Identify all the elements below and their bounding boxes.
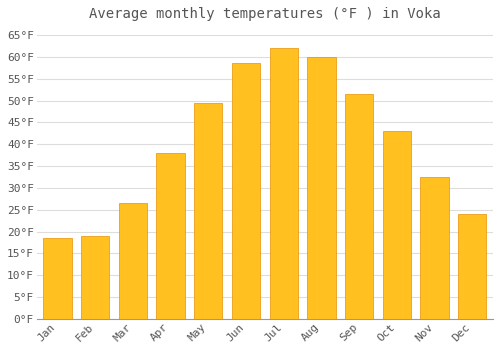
Bar [194,103,222,319]
Bar [458,214,486,319]
Title: Average monthly temperatures (°F ) in Voka: Average monthly temperatures (°F ) in Vo… [89,7,441,21]
Bar [308,57,336,319]
Bar [232,63,260,319]
Bar [44,238,72,319]
Bar [81,236,110,319]
Bar [345,94,374,319]
Bar [420,177,448,319]
Bar [156,153,184,319]
Bar [270,48,298,319]
Bar [382,131,411,319]
Bar [118,203,147,319]
